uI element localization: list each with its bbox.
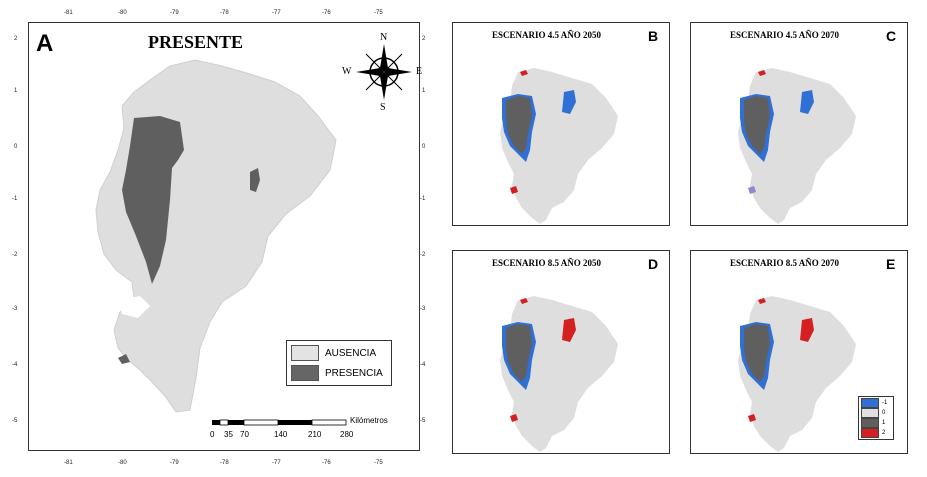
scenario-map: [500, 68, 618, 224]
east-patch: [800, 318, 814, 342]
south-patch: [748, 186, 756, 194]
east-patch: [562, 318, 576, 342]
tick: -5: [12, 418, 18, 424]
tick: -77: [272, 10, 281, 16]
legend-swatch: [861, 408, 879, 418]
south-patch: [510, 414, 518, 422]
presence-area: [122, 116, 184, 284]
legend-swatch: [861, 418, 879, 428]
compass-e: E: [416, 66, 423, 77]
tick: -76: [322, 10, 331, 16]
legend-label: 2: [882, 430, 886, 436]
presence-area: [506, 324, 532, 382]
tick: 2: [14, 36, 18, 42]
tick: -4: [420, 362, 426, 368]
tick: -79: [170, 10, 179, 16]
tick: -81: [64, 10, 73, 16]
panel-c: C ESCENARIO 4.5 AÑO 2070: [690, 22, 908, 226]
panel-letter: D: [648, 256, 659, 272]
presence-area: [744, 324, 770, 382]
legend-swatch: [861, 428, 879, 438]
presence-area: [506, 96, 532, 154]
tick: -75: [374, 460, 383, 466]
legend-label: 0: [882, 410, 886, 416]
legend-swatch: [861, 398, 879, 408]
panel-title-a: PRESENTE: [148, 32, 244, 52]
scale-label: 280: [340, 430, 354, 439]
legend-swatch: [291, 365, 319, 381]
scale-unit: Kilómetros: [350, 416, 388, 425]
tick: -1: [12, 196, 18, 202]
tick: 1: [422, 88, 426, 94]
change-legend-item: 1: [859, 418, 893, 428]
north-gain: [520, 70, 528, 76]
east-patch: [562, 90, 576, 114]
panel-title: ESCENARIO 4.5 AÑO 2050: [492, 30, 602, 40]
tick: 0: [14, 144, 18, 150]
compass-w: W: [342, 66, 352, 77]
tick: -2: [12, 252, 18, 258]
tick: -80: [118, 10, 127, 16]
tick: -79: [170, 460, 179, 466]
panel-letter: C: [886, 28, 897, 44]
tick: -3: [420, 306, 426, 312]
change-legend-item: 2: [859, 428, 893, 438]
scale-label: 0: [210, 430, 215, 439]
scale-label: 210: [308, 430, 322, 439]
scale-label: 140: [274, 430, 288, 439]
tick: -78: [220, 460, 229, 466]
tick: -5: [420, 418, 426, 424]
presence-area: [744, 96, 770, 154]
tick: -1: [420, 196, 426, 202]
scale-label: 70: [240, 430, 249, 439]
tick: -3: [12, 306, 18, 312]
south-patch: [748, 414, 756, 422]
north-gain: [758, 70, 766, 76]
tick: -4: [12, 362, 18, 368]
tick: 2: [422, 36, 426, 42]
north-gain: [758, 298, 766, 304]
legend-item-presence: PRESENCIA: [287, 363, 391, 383]
tick: -81: [64, 460, 73, 466]
panel-title: ESCENARIO 8.5 AÑO 2050: [492, 258, 602, 268]
scale-label: 35: [224, 430, 233, 439]
panel-title: ESCENARIO 8.5 AÑO 2070: [730, 258, 840, 268]
change-legend-item: -1: [859, 398, 893, 408]
panel-letter: E: [886, 256, 896, 272]
tick: -75: [374, 10, 383, 16]
panel-b: B ESCENARIO 4.5 AÑO 2050: [452, 22, 670, 226]
panel-letter: B: [648, 28, 659, 44]
legend-label: AUSENCIA: [325, 347, 377, 359]
tick: -77: [272, 460, 281, 466]
panel-a: -81 -80 -79 -78 -77 -76 -75 -81 -80 -79 …: [0, 0, 430, 477]
tick: -78: [220, 10, 229, 16]
panel-d: D ESCENARIO 8.5 AÑO 2050: [452, 250, 670, 454]
tick: -2: [420, 252, 426, 258]
change-legend: -1 0 1 2: [858, 396, 894, 440]
legend-swatch: [291, 345, 319, 361]
compass-n: N: [380, 32, 388, 43]
tick: 0: [422, 144, 426, 150]
tick: 1: [14, 88, 18, 94]
tick: -80: [118, 460, 127, 466]
scenario-map: [738, 68, 856, 224]
legend-label: 1: [882, 420, 886, 426]
legend-label: -1: [882, 400, 888, 406]
scenario-map: [500, 296, 618, 452]
scenario-map: [738, 296, 856, 452]
compass-rose-icon: N S E W: [342, 32, 422, 113]
panel-letter-a: A: [36, 30, 54, 57]
east-patch: [800, 90, 814, 114]
legend-a: AUSENCIA PRESENCIA: [286, 340, 392, 386]
compass-s: S: [380, 102, 386, 113]
north-gain: [520, 298, 528, 304]
scale-bar: Kilómetros 0 35 70 140 210 280: [210, 416, 410, 448]
legend-label: PRESENCIA: [325, 367, 383, 379]
south-patch: [510, 186, 518, 194]
ecuador-map-a: [95, 59, 337, 413]
tick: -76: [322, 460, 331, 466]
change-legend-item: 0: [859, 408, 893, 418]
legend-item-absence: AUSENCIA: [287, 343, 391, 363]
panel-title: ESCENARIO 4.5 AÑO 2070: [730, 30, 840, 40]
